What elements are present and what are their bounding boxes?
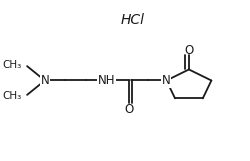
Text: CH₃: CH₃: [2, 91, 21, 101]
Text: NH: NH: [97, 74, 114, 87]
Text: O: O: [124, 103, 133, 116]
Text: CH₃: CH₃: [2, 60, 21, 70]
Text: N: N: [162, 74, 170, 87]
Text: HCl: HCl: [120, 13, 144, 27]
Text: N: N: [40, 74, 49, 87]
Text: O: O: [184, 44, 193, 57]
